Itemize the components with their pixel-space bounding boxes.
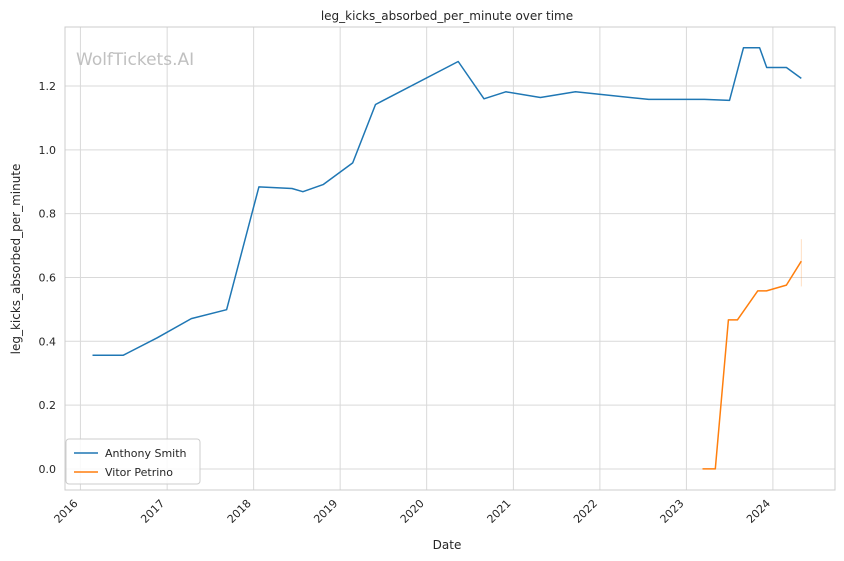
legend-label-anthony-smith: Anthony Smith bbox=[105, 447, 187, 460]
series-line-vitor-petrino bbox=[702, 260, 802, 470]
legend: Anthony Smith Vitor Petrino bbox=[65, 438, 201, 485]
series-line-anthony-smith bbox=[92, 46, 802, 357]
x-axis-label: Date bbox=[433, 538, 462, 552]
y-tick-label: 0.4 bbox=[39, 335, 57, 348]
grid bbox=[65, 27, 835, 490]
chart-title: leg_kicks_absorbed_per_minute over time bbox=[321, 9, 573, 23]
y-tick-label: 0.2 bbox=[39, 399, 57, 412]
y-tick-label: 0.8 bbox=[39, 208, 57, 221]
legend-label-vitor-petrino: Vitor Petrino bbox=[105, 466, 173, 479]
y-tick-label: 1.2 bbox=[39, 80, 57, 93]
y-tick-label: 0.0 bbox=[39, 463, 57, 476]
y-axis-label: leg_kicks_absorbed_per_minute bbox=[9, 164, 23, 355]
legend-box bbox=[65, 438, 201, 485]
series-layer bbox=[92, 46, 802, 470]
plot-frame bbox=[64, 26, 836, 491]
y-tick-label: 1.0 bbox=[39, 144, 57, 157]
watermark: WolfTickets.AI bbox=[76, 50, 194, 70]
y-tick-label: 0.6 bbox=[39, 271, 57, 284]
y-axis-ticks: 0.0 0.2 0.4 0.6 0.8 1.0 1.2 bbox=[39, 80, 57, 476]
